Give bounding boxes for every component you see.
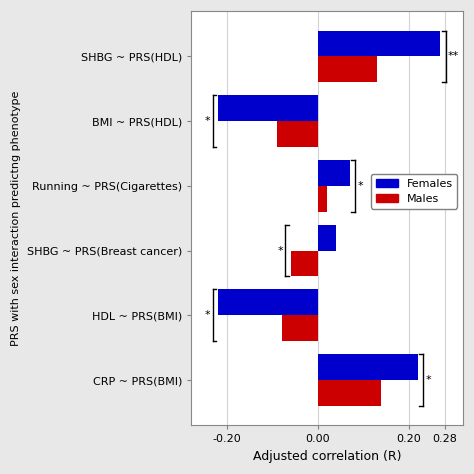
Bar (318, 225, 336, 251)
Bar (318, 160, 350, 186)
Bar (318, 56, 377, 82)
Text: **: ** (448, 51, 459, 62)
Text: *: * (425, 375, 431, 385)
Bar (218, 95, 318, 121)
Text: *: * (357, 181, 363, 191)
Y-axis label: PRS with sex interaction predictng phenotype: PRS with sex interaction predictng pheno… (11, 91, 21, 346)
Bar (218, 290, 318, 315)
X-axis label: Adjusted correlation (R): Adjusted correlation (R) (253, 450, 401, 463)
Bar (277, 121, 318, 147)
Text: *: * (277, 246, 283, 255)
Bar (282, 315, 318, 341)
Legend: Females, Males: Females, Males (371, 174, 457, 209)
Text: *: * (205, 116, 210, 126)
Text: *: * (205, 310, 210, 320)
Bar (318, 380, 381, 406)
Bar (318, 30, 440, 56)
Bar (318, 354, 418, 380)
Bar (318, 186, 327, 212)
Bar (291, 251, 318, 276)
